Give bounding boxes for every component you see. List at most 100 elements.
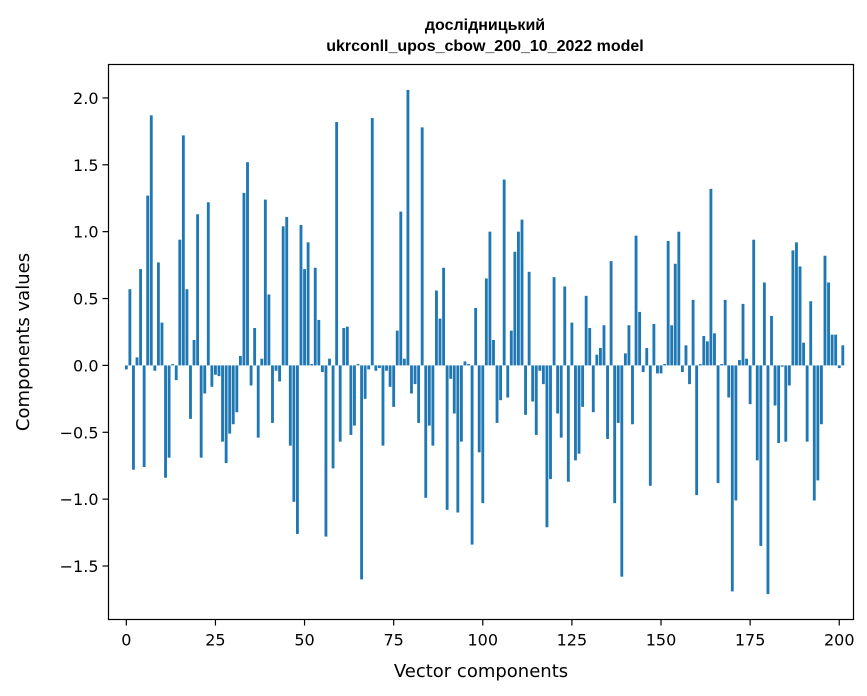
bar-37	[256, 365, 260, 438]
bar-177	[755, 365, 759, 461]
bar-76	[395, 330, 399, 366]
bar-54	[317, 319, 321, 366]
y-tick-label: 0.0	[73, 356, 98, 375]
bar-172	[738, 360, 741, 366]
bar-33	[242, 192, 246, 366]
bar-132	[595, 354, 599, 366]
bar-107	[506, 365, 510, 398]
bar-40	[267, 294, 271, 366]
bar-50	[303, 269, 306, 366]
bar-82	[417, 365, 421, 423]
bar-129	[584, 295, 588, 366]
bar-176	[752, 239, 756, 366]
bar-70	[374, 365, 378, 371]
bar-105	[499, 365, 503, 401]
bar-131	[591, 365, 595, 413]
bar-57	[328, 358, 331, 366]
bar-36	[253, 327, 257, 366]
bar-135	[606, 365, 609, 439]
plot-frame	[107, 63, 855, 621]
bar-58	[331, 365, 335, 469]
bar-43	[278, 365, 282, 382]
bar-51	[306, 242, 310, 366]
bar-39	[263, 199, 267, 366]
bar-181	[770, 315, 773, 366]
y-axis-label: Components values	[13, 253, 34, 431]
bar-193	[812, 365, 816, 501]
bar-187	[791, 250, 795, 366]
x-tick-label: 200	[824, 631, 855, 650]
bar-85	[427, 365, 431, 426]
bar-134	[602, 325, 606, 366]
bar-77	[399, 211, 403, 366]
bar-59	[335, 122, 339, 366]
bar-178	[759, 365, 763, 546]
bar-11	[164, 365, 167, 478]
bar-123	[563, 286, 567, 366]
x-tick-label: 75	[383, 631, 403, 650]
bar-94	[459, 365, 463, 442]
bar-157	[684, 345, 688, 366]
bar-110	[517, 231, 520, 366]
bar-137	[613, 365, 617, 504]
bar-56	[324, 365, 328, 537]
bar-29	[228, 365, 232, 434]
bar-35	[249, 365, 253, 386]
y-axis-ticks: −1.5 −1.0 −0.5 0.0 0.5 1.0 1.5 2.0	[60, 89, 109, 576]
bar-111	[520, 219, 524, 366]
bar-20	[196, 214, 200, 366]
x-tick-label: 125	[557, 631, 588, 650]
bar-162	[702, 335, 706, 366]
bar-10	[160, 322, 164, 366]
bar-14	[174, 365, 178, 381]
bar-4	[139, 269, 143, 366]
bar-155	[677, 231, 681, 366]
bar-92	[452, 365, 456, 414]
bar-173	[741, 303, 745, 366]
bar-152	[666, 241, 670, 366]
bar-117	[541, 365, 545, 385]
bar-165	[713, 333, 716, 366]
bar-150	[659, 365, 663, 374]
bar-3	[135, 357, 139, 366]
bar-196	[823, 255, 827, 366]
bar-171	[734, 365, 738, 501]
bar-9	[156, 262, 160, 366]
bar-174	[745, 358, 748, 366]
bar-74	[388, 365, 392, 387]
bar-15	[178, 239, 182, 366]
bar-194	[816, 365, 820, 481]
bar-61	[342, 327, 346, 366]
bar-127	[577, 365, 581, 454]
bar-44	[281, 226, 285, 366]
bar-75	[392, 365, 396, 407]
bar-114	[531, 365, 535, 402]
bar-1	[128, 289, 132, 366]
bar-34	[246, 162, 249, 366]
bar-71	[377, 365, 381, 369]
bar-121	[556, 365, 560, 414]
bar-200	[837, 365, 841, 369]
bar-140	[623, 353, 627, 366]
bar-116	[538, 365, 542, 371]
bar-38	[260, 358, 264, 366]
bar-151	[663, 364, 666, 366]
bar-164	[709, 188, 713, 366]
bar-49	[299, 224, 303, 366]
bar-158	[688, 365, 691, 385]
bar-106	[502, 179, 506, 366]
bar-95	[463, 361, 467, 366]
bar-195	[819, 365, 823, 425]
x-tick-label: 100	[468, 631, 499, 650]
bar-18	[189, 365, 192, 419]
bar-126	[574, 365, 577, 461]
bar-113	[527, 271, 531, 366]
bar-89	[442, 267, 445, 366]
bar-175	[748, 365, 752, 405]
bar-78	[402, 358, 406, 366]
bar-48	[296, 365, 299, 534]
bar-55	[320, 365, 324, 373]
bar-45	[285, 216, 289, 366]
bar-41	[271, 365, 274, 423]
bar-22	[203, 365, 207, 394]
